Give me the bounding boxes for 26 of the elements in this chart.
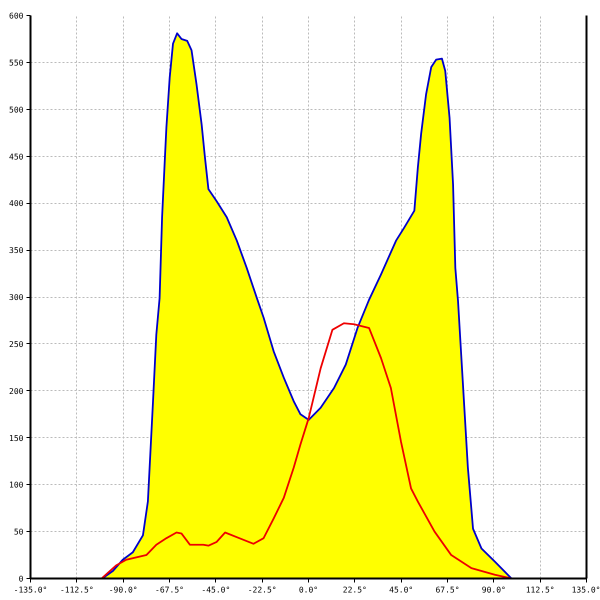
x-tick-label: -67.5° bbox=[155, 586, 184, 594]
x-tick-label: 90.0° bbox=[482, 586, 506, 594]
y-tick-label: 200 bbox=[9, 386, 24, 396]
y-tick-label: 450 bbox=[9, 152, 24, 162]
y-tick-label: 600 bbox=[9, 12, 24, 20]
x-tick-label: -45.0° bbox=[201, 586, 230, 594]
x-tick-label: -90.0° bbox=[108, 586, 138, 594]
x-tick-label: 0.0° bbox=[298, 586, 318, 594]
y-tick-label: 50 bbox=[14, 528, 24, 537]
y-tick-label: 0 bbox=[18, 574, 24, 584]
y-tick-label: 150 bbox=[9, 434, 24, 443]
y-tick-label: 500 bbox=[9, 105, 24, 114]
x-tick-label: -112.5° bbox=[60, 586, 94, 594]
x-tick-label: 112.5° bbox=[526, 586, 555, 594]
y-tick-label: 250 bbox=[9, 340, 24, 349]
x-tick-label: 67.5° bbox=[435, 586, 460, 594]
y-tick-label: 350 bbox=[9, 246, 24, 256]
x-tick-label: 135.0° bbox=[572, 586, 600, 594]
x-tick-label: -22.5° bbox=[248, 586, 277, 594]
x-tick-label: 45.0° bbox=[389, 586, 414, 594]
y-tick-label: 300 bbox=[9, 293, 24, 302]
y-tick-label: 550 bbox=[9, 58, 24, 68]
x-tick-label: 22.5° bbox=[342, 586, 367, 594]
x-tick-label: -135.0° bbox=[14, 586, 48, 594]
y-tick-label: 400 bbox=[9, 199, 24, 208]
y-tick-label: 100 bbox=[9, 480, 24, 490]
